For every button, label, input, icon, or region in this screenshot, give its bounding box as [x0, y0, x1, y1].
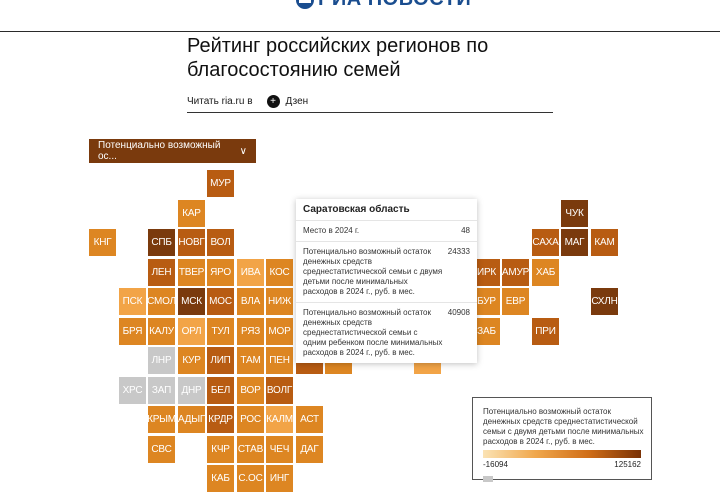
region-tile-спб[interactable]: СПБ: [148, 229, 175, 256]
dzen-link[interactable]: Дзен: [285, 95, 309, 107]
region-tile-заб[interactable]: ЗАБ: [473, 318, 500, 345]
region-tile-хрс[interactable]: ХРС: [119, 377, 146, 404]
region-tile-кчр[interactable]: КЧР: [207, 436, 234, 463]
region-tile-калм[interactable]: КАЛМ: [266, 406, 293, 433]
region-tile-ирк[interactable]: ИРК: [473, 259, 500, 286]
region-tile-чук[interactable]: ЧУК: [561, 200, 588, 227]
region-tile-свс[interactable]: СВС: [148, 436, 175, 463]
region-tile-вла[interactable]: ВЛА: [237, 288, 264, 315]
follow-bar: Читать ria.ru в + Дзен: [187, 90, 553, 113]
region-tile-смол[interactable]: СМОЛ: [147, 288, 176, 315]
region-tile-ниж[interactable]: НИЖ: [266, 288, 293, 315]
region-tile-мур[interactable]: МУР: [207, 170, 234, 197]
tooltip-row: Потенциально возможный остаток денежных …: [296, 303, 477, 363]
region-tile-маг[interactable]: МАГ: [561, 229, 588, 256]
region-tile-кам[interactable]: КАМ: [591, 229, 618, 256]
indicator-dropdown[interactable]: Потенциально возможный ос... ∨: [89, 139, 256, 163]
top-bar: РИА НОВОСТИ: [0, 0, 720, 32]
tooltip-row-value: 24333: [447, 247, 470, 256]
follow-label: Читать ria.ru в: [187, 95, 253, 107]
region-tile-ряз[interactable]: РЯЗ: [237, 318, 264, 345]
dzen-icon[interactable]: +: [266, 94, 280, 108]
region-tile-там[interactable]: ТАМ: [237, 347, 264, 374]
ria-logo[interactable]: РИА НОВОСТИ: [296, 0, 471, 11]
region-tile-бря[interactable]: БРЯ: [119, 318, 146, 345]
region-tile-адыг[interactable]: АДЫГ: [178, 406, 205, 433]
legend-gradient-bar: [483, 450, 641, 458]
legend-max-value: 125162: [614, 460, 641, 469]
chevron-down-icon: ∨: [239, 145, 247, 157]
region-tile-амур[interactable]: АМУР: [502, 259, 529, 286]
ria-logo-text: РИА НОВОСТИ: [318, 0, 471, 11]
region-tile-калу[interactable]: КАЛУ: [148, 318, 175, 345]
region-tile-кар[interactable]: КАР: [178, 200, 205, 227]
region-tile-схлн[interactable]: СХЛН: [591, 288, 618, 315]
region-tile-евр[interactable]: ЕВР: [502, 288, 529, 315]
region-tile-мск[interactable]: МСК: [178, 288, 205, 315]
region-tile-пен[interactable]: ПЕН: [266, 347, 293, 374]
region-tile-лен[interactable]: ЛЕН: [148, 259, 175, 286]
region-tile-ива[interactable]: ИВА: [237, 259, 264, 286]
region-tile-днр[interactable]: ДНР: [178, 377, 205, 404]
region-tile-лип[interactable]: ЛИП: [207, 347, 234, 374]
tooltip-row-label: Место в 2024 г.: [303, 226, 360, 235]
indicator-dropdown-value: Потенциально возможный ос...: [98, 140, 221, 162]
region-tile-хаб[interactable]: ХАБ: [532, 259, 559, 286]
region-tile-кнг[interactable]: КНГ: [89, 229, 116, 256]
region-tile-волг[interactable]: ВОЛГ: [266, 377, 293, 404]
article-title: Рейтинг российских регионов по благосост…: [187, 35, 489, 81]
region-tile-новг[interactable]: НОВГ: [178, 229, 205, 256]
region-tooltip: Саратовская область Место в 2024 г. 48 П…: [296, 199, 477, 363]
legend-nodata-swatch: [483, 476, 493, 482]
region-tile-тул[interactable]: ТУЛ: [207, 318, 234, 345]
tooltip-row-label: Потенциально возможный остаток денежных …: [303, 308, 443, 357]
region-tile-зап[interactable]: ЗАП: [148, 377, 175, 404]
region-tile-мор[interactable]: МОР: [266, 318, 293, 345]
region-tile-инг[interactable]: ИНГ: [266, 465, 293, 492]
region-tile-вол[interactable]: ВОЛ: [207, 229, 234, 256]
region-tile-бел[interactable]: БЕЛ: [207, 377, 234, 404]
region-tile-яро[interactable]: ЯРО: [207, 259, 234, 286]
region-tile-вор[interactable]: ВОР: [237, 377, 264, 404]
region-tile-кур[interactable]: КУР: [178, 347, 205, 374]
region-tile-каб[interactable]: КАБ: [207, 465, 234, 492]
tooltip-region-name: Саратовская область: [296, 199, 477, 221]
ria-logo-icon: [296, 0, 314, 9]
color-legend: Потенциально возможный остаток денежных …: [472, 397, 652, 482]
region-tile-крым[interactable]: КРЫМ: [147, 406, 176, 433]
region-tile-при[interactable]: ПРИ: [532, 318, 559, 345]
region-tile-пск[interactable]: ПСК: [119, 288, 146, 315]
region-tile-орл[interactable]: ОРЛ: [178, 318, 205, 345]
tooltip-row: Потенциально возможный остаток денежных …: [296, 242, 477, 303]
region-tile-став[interactable]: СТАВ: [237, 436, 264, 463]
tooltip-row: Место в 2024 г. 48: [296, 221, 477, 242]
region-tile-с.ос[interactable]: С.ОС: [237, 465, 264, 492]
region-tile-чеч[interactable]: ЧЕЧ: [266, 436, 293, 463]
tooltip-row-value: 48: [461, 226, 470, 235]
region-tile-мос[interactable]: МОС: [207, 288, 234, 315]
legend-min-value: -16094: [483, 460, 508, 469]
region-tile-бур[interactable]: БУР: [473, 288, 500, 315]
tooltip-row-label: Потенциально возможный остаток денежных …: [303, 247, 443, 296]
region-tile-даг[interactable]: ДАГ: [296, 436, 323, 463]
region-tile-кос[interactable]: КОС: [266, 259, 293, 286]
region-tile-твер[interactable]: ТВЕР: [178, 259, 205, 286]
region-tile-аст[interactable]: АСТ: [296, 406, 323, 433]
region-tile-саха[interactable]: САХА: [532, 229, 559, 256]
legend-title: Потенциально возможный остаток денежных …: [483, 407, 644, 446]
tooltip-row-value: 40908: [447, 308, 470, 317]
region-tile-крдр[interactable]: КРДР: [207, 406, 234, 433]
region-tile-лнр[interactable]: ЛНР: [148, 347, 175, 374]
region-tile-рос[interactable]: РОС: [237, 406, 264, 433]
